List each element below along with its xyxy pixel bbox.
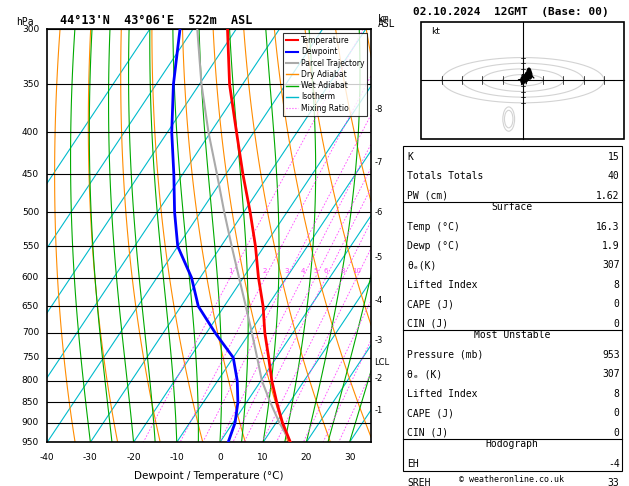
Text: Dewpoint / Temperature (°C): Dewpoint / Temperature (°C) — [135, 471, 284, 481]
Text: 10: 10 — [352, 268, 361, 274]
Text: θₑ(K): θₑ(K) — [408, 260, 437, 271]
Circle shape — [521, 76, 525, 84]
Text: Most Unstable: Most Unstable — [474, 330, 550, 341]
Text: 8: 8 — [614, 280, 620, 290]
Text: LCL: LCL — [374, 358, 389, 367]
Bar — [421, 22, 625, 139]
Text: CAPE (J): CAPE (J) — [408, 299, 454, 310]
Text: EH: EH — [408, 459, 419, 469]
Text: 550: 550 — [22, 242, 39, 251]
Text: 300: 300 — [22, 25, 39, 34]
Text: CIN (J): CIN (J) — [408, 319, 448, 329]
Text: K: K — [408, 152, 413, 162]
Text: SREH: SREH — [408, 478, 431, 486]
Text: 44°13'N  43°06'E  522m  ASL: 44°13'N 43°06'E 522m ASL — [60, 14, 252, 27]
Text: Totals Totals: Totals Totals — [408, 171, 484, 181]
Circle shape — [528, 71, 532, 79]
Text: Lifted Index: Lifted Index — [408, 280, 478, 290]
Text: PW (cm): PW (cm) — [408, 191, 448, 201]
Text: 30: 30 — [344, 452, 355, 462]
Text: 450: 450 — [22, 170, 39, 179]
Text: 950: 950 — [22, 438, 39, 447]
Text: © weatheronline.co.uk: © weatheronline.co.uk — [459, 474, 564, 484]
Text: -5: -5 — [374, 253, 382, 262]
Text: 400: 400 — [22, 128, 39, 137]
Text: 16.3: 16.3 — [596, 222, 620, 232]
Text: 0: 0 — [614, 319, 620, 329]
Text: Pressure (mb): Pressure (mb) — [408, 350, 484, 360]
Text: 8: 8 — [341, 268, 345, 274]
Text: Lifted Index: Lifted Index — [408, 389, 478, 399]
Text: 307: 307 — [602, 260, 620, 271]
Text: 33: 33 — [608, 478, 620, 486]
Text: 20: 20 — [301, 452, 312, 462]
Text: Surface: Surface — [492, 202, 533, 212]
Text: CIN (J): CIN (J) — [408, 428, 448, 438]
Text: 15: 15 — [608, 152, 620, 162]
Circle shape — [524, 74, 528, 82]
Bar — [403, 146, 622, 471]
Text: θₑ (K): θₑ (K) — [408, 369, 443, 380]
Text: -4: -4 — [374, 296, 382, 305]
Text: -7: -7 — [374, 158, 382, 167]
Circle shape — [525, 72, 529, 80]
Text: 650: 650 — [22, 302, 39, 311]
Text: 8: 8 — [614, 389, 620, 399]
Text: Mixing Ratio (g/kg): Mixing Ratio (g/kg) — [409, 193, 418, 278]
Text: -2: -2 — [374, 374, 382, 383]
Text: 1.62: 1.62 — [596, 191, 620, 201]
Text: kt: kt — [431, 27, 440, 36]
Text: 0: 0 — [614, 428, 620, 438]
Text: 1: 1 — [228, 268, 232, 274]
Text: -20: -20 — [126, 452, 141, 462]
Legend: Temperature, Dewpoint, Parcel Trajectory, Dry Adiabat, Wet Adiabat, Isotherm, Mi: Temperature, Dewpoint, Parcel Trajectory… — [283, 33, 367, 116]
Text: 0: 0 — [614, 299, 620, 310]
Text: 6: 6 — [324, 268, 328, 274]
Text: Hodograph: Hodograph — [486, 439, 538, 450]
Text: -8: -8 — [374, 104, 382, 114]
Text: Temp (°C): Temp (°C) — [408, 222, 460, 232]
Text: 5: 5 — [313, 268, 318, 274]
Text: 0: 0 — [217, 452, 223, 462]
Text: hPa: hPa — [16, 17, 33, 27]
Text: 600: 600 — [22, 273, 39, 282]
Text: 750: 750 — [22, 353, 39, 362]
Text: 1.9: 1.9 — [602, 241, 620, 251]
Text: -6: -6 — [374, 208, 382, 217]
Text: 307: 307 — [602, 369, 620, 380]
Text: -4: -4 — [608, 459, 620, 469]
Text: 10: 10 — [257, 452, 269, 462]
Text: 40: 40 — [608, 171, 620, 181]
Text: 900: 900 — [22, 418, 39, 427]
Text: Dewp (°C): Dewp (°C) — [408, 241, 460, 251]
Text: -40: -40 — [40, 452, 55, 462]
Text: 953: 953 — [602, 350, 620, 360]
Text: 700: 700 — [22, 329, 39, 337]
Text: 350: 350 — [22, 80, 39, 89]
Text: -10: -10 — [169, 452, 184, 462]
Text: 4: 4 — [301, 268, 305, 274]
Circle shape — [527, 68, 531, 76]
Text: -1: -1 — [374, 406, 382, 415]
Text: 800: 800 — [22, 376, 39, 385]
Text: CAPE (J): CAPE (J) — [408, 408, 454, 418]
Text: 3: 3 — [284, 268, 289, 274]
Text: ASL: ASL — [377, 19, 395, 29]
Text: -30: -30 — [83, 452, 97, 462]
Text: 0: 0 — [614, 408, 620, 418]
Text: 850: 850 — [22, 398, 39, 407]
Text: km: km — [377, 14, 389, 24]
Text: 500: 500 — [22, 208, 39, 217]
Text: 2: 2 — [263, 268, 267, 274]
Text: -3: -3 — [374, 336, 382, 345]
Text: 02.10.2024  12GMT  (Base: 00): 02.10.2024 12GMT (Base: 00) — [413, 7, 609, 17]
